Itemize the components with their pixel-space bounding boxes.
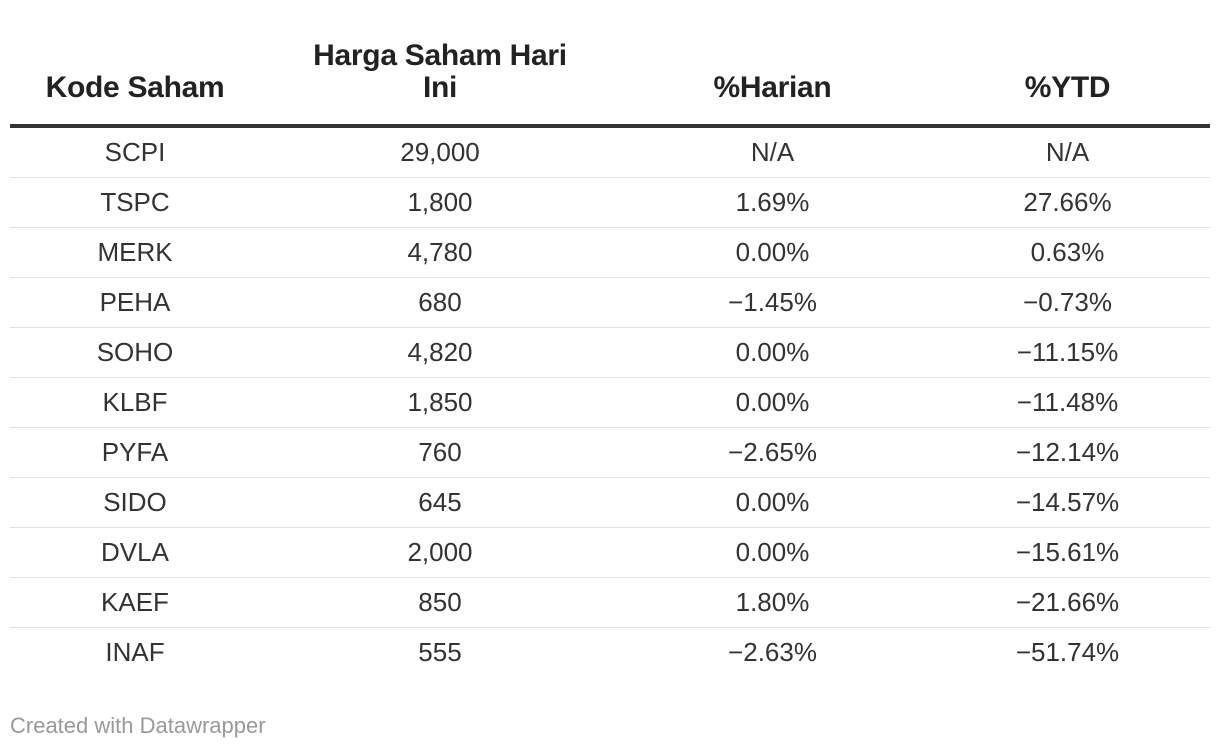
header-row: Kode Saham Harga Saham Hari Ini %Harian … bbox=[10, 28, 1210, 128]
column-header-harga-saham-label: Harga Saham Hari Ini bbox=[313, 39, 567, 104]
table-row: SIDO 645 0.00% −14.57% bbox=[10, 477, 1210, 528]
cell-harga-saham: 29,000 bbox=[260, 126, 620, 178]
cell-harga-saham: 2,000 bbox=[260, 527, 620, 578]
cell-ytd: −12.14% bbox=[925, 427, 1210, 478]
table-row: DVLA 2,000 0.00% −15.61% bbox=[10, 527, 1210, 578]
cell-harga-saham: 555 bbox=[418, 637, 462, 667]
cell-harian: N/A bbox=[620, 126, 925, 178]
cell-kode-saham: KLBF bbox=[10, 377, 260, 428]
cell-ytd: −21.66% bbox=[925, 577, 1210, 628]
table-row: PYFA 760 −2.65% −12.14% bbox=[10, 427, 1210, 478]
cell-harga-saham: 850 bbox=[260, 577, 620, 628]
cell-kode-saham: INAF bbox=[105, 637, 165, 667]
cell-harian: −1.45% bbox=[620, 277, 925, 328]
cell-kode-saham: MERK bbox=[10, 227, 260, 278]
cell-harian: 0.00% bbox=[620, 327, 925, 378]
table-row: KAEF 850 1.80% −21.66% bbox=[10, 577, 1210, 628]
table-row: SCPI 29,000 N/A N/A bbox=[10, 126, 1210, 178]
column-header-harian[interactable]: %Harian bbox=[620, 28, 925, 128]
cell-harian: 0.00% bbox=[620, 377, 925, 428]
cell-ytd: 27.66% bbox=[925, 177, 1210, 228]
column-header-kode-saham[interactable]: Kode Saham bbox=[10, 28, 260, 128]
cell-kode-saham: SCPI bbox=[10, 126, 260, 178]
table-row: TSPC 1,800 1.69% 27.66% bbox=[10, 177, 1210, 228]
cell-kode-saham: TSPC bbox=[10, 177, 260, 228]
cell-harian: 0.00% bbox=[620, 477, 925, 528]
cell-kode-saham: PYFA bbox=[10, 427, 260, 478]
cell-kode-saham: SIDO bbox=[10, 477, 260, 528]
cell-harian: 1.80% bbox=[620, 577, 925, 628]
cell-ytd: −0.73% bbox=[925, 277, 1210, 328]
table-row: MERK 4,780 0.00% 0.63% bbox=[10, 227, 1210, 278]
cell-harian: 0.00% bbox=[620, 527, 925, 578]
cell-kode-saham: PEHA bbox=[10, 277, 260, 328]
cell-harian: −2.63% bbox=[728, 637, 817, 667]
cell-kode-saham: SOHO bbox=[10, 327, 260, 378]
cell-harga-saham: 4,780 bbox=[260, 227, 620, 278]
cell-ytd: −11.15% bbox=[925, 327, 1210, 378]
cell-ytd: −14.57% bbox=[925, 477, 1210, 528]
cell-kode-saham: DVLA bbox=[10, 527, 260, 578]
table-row: PEHA 680 −1.45% −0.73% bbox=[10, 277, 1210, 328]
cell-ytd: −11.48% bbox=[925, 377, 1210, 428]
column-header-ytd[interactable]: %YTD bbox=[925, 28, 1210, 128]
table-body: SCPI 29,000 N/A N/A TSPC 1,800 1.69% 27.66% MERK… bbox=[10, 126, 1210, 677]
column-header-harga-saham[interactable]: Harga Saham Hari Ini bbox=[260, 28, 620, 128]
cell-harga-saham: 645 bbox=[260, 477, 620, 528]
cell-harga-saham: 1,850 bbox=[260, 377, 620, 428]
cell-harian: −2.65% bbox=[620, 427, 925, 478]
cell-harga-saham: 680 bbox=[260, 277, 620, 328]
table-row: SOHO 4,820 0.00% −11.15% bbox=[10, 327, 1210, 378]
cell-ytd: −51.74% bbox=[1015, 637, 1120, 667]
cell-harian: 1.69% bbox=[620, 177, 925, 228]
table-row: INAF 555 −2.63% −51.74% bbox=[10, 628, 1210, 678]
cell-ytd: 0.63% bbox=[925, 227, 1210, 278]
cell-harga-saham: 1,800 bbox=[260, 177, 620, 228]
cell-ytd: −15.61% bbox=[925, 527, 1210, 578]
cell-harga-saham: 760 bbox=[260, 427, 620, 478]
table-row: KLBF 1,850 0.00% −11.48% bbox=[10, 377, 1210, 428]
cell-harga-saham: 4,820 bbox=[260, 327, 620, 378]
cell-kode-saham: KAEF bbox=[10, 577, 260, 628]
cell-harian: 0.00% bbox=[620, 227, 925, 278]
cell-ytd: N/A bbox=[925, 126, 1210, 178]
footer-credit: Created with Datawrapper bbox=[10, 713, 266, 738]
stock-table: Kode Saham Harga Saham Hari Ini %Harian … bbox=[10, 28, 1210, 677]
